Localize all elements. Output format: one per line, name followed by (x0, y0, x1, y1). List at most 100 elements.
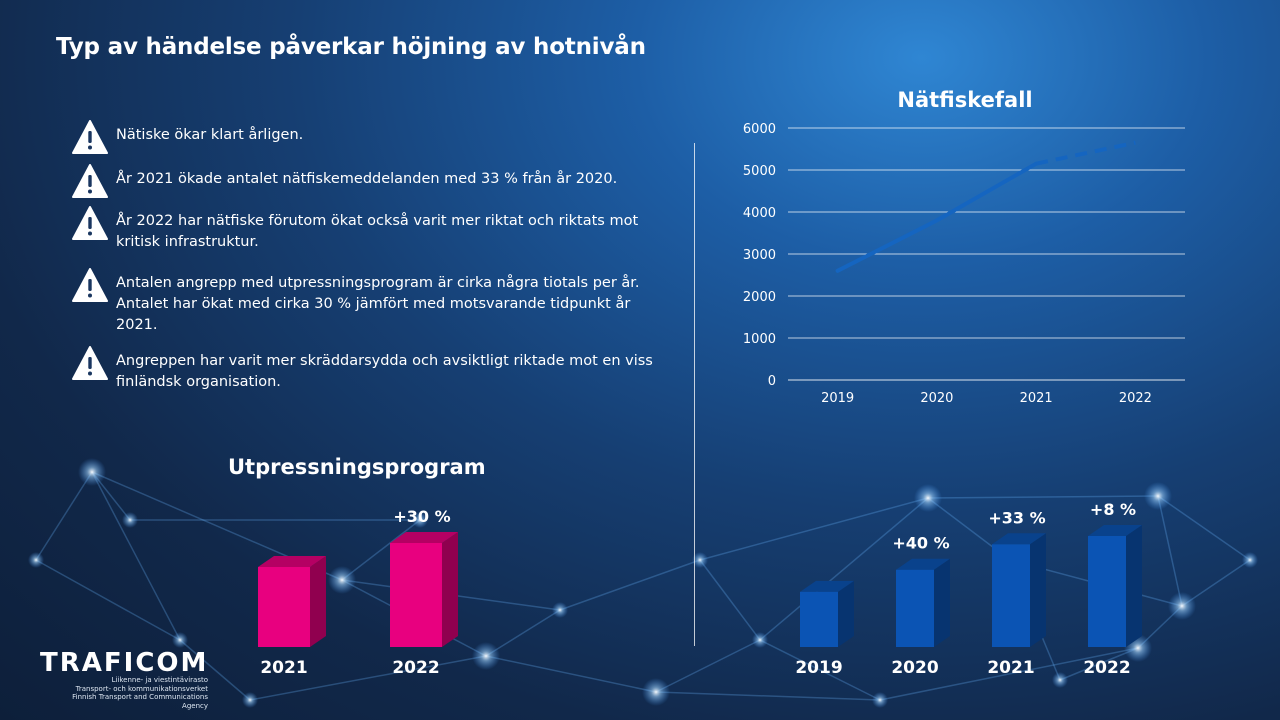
network-link (879, 647, 1139, 701)
network-link (1157, 495, 1251, 561)
network-node (1052, 672, 1068, 688)
logo-brand: TRAFICOM (40, 648, 209, 678)
warning-icon (72, 164, 108, 198)
bar-side (1030, 533, 1046, 647)
y-tick-label: 1000 (743, 332, 776, 347)
bullet-item: År 2021 ökade antalet nätfiskemeddelande… (72, 164, 662, 198)
bar (390, 543, 442, 647)
network-link (759, 639, 881, 701)
network-link (35, 559, 181, 641)
ransomware-chart-title: Utpressningsprogram (228, 455, 486, 479)
bar-top (390, 532, 458, 543)
network-node (412, 512, 428, 528)
bullet-item: Angreppen har varit mer skräddarsydda oc… (72, 346, 662, 393)
network-link (559, 559, 701, 611)
network-link (179, 639, 251, 701)
y-tick-label: 4000 (743, 206, 776, 221)
phishing-line-chart: 0 1000 2000 3000 4000 5000 6000 2019 2020 2021 202… (743, 122, 1185, 406)
network-node (752, 632, 768, 648)
bullet-item: År 2022 har nätfiske förutom ökat också … (72, 206, 662, 253)
bar-data-label: +40 % (892, 534, 949, 553)
bar-top (800, 580, 854, 592)
bar-category-label: 2022 (1083, 658, 1130, 678)
network-link (927, 495, 1159, 499)
traficom-logo: TRAFICOM Liikenne- ja viestintävirasto T… (40, 648, 209, 710)
network-link (1157, 495, 1183, 607)
series-line (835, 161, 1039, 273)
network-node (172, 632, 188, 648)
warning-icon (72, 268, 108, 302)
bar-side (442, 532, 458, 647)
bar (992, 544, 1030, 647)
warning-icon (72, 346, 108, 380)
warning-icon (72, 120, 108, 154)
network-node (1168, 592, 1196, 620)
x-tick-label: 2021 (1020, 391, 1053, 406)
bar-top (258, 556, 326, 567)
network-node (552, 602, 568, 618)
bullet-text: Angreppen har varit mer skräddarsydda oc… (116, 353, 653, 390)
network-node (914, 484, 942, 512)
network-link (91, 471, 181, 641)
bar-side (934, 558, 950, 647)
network-link (699, 497, 929, 561)
logo-line-fi: Liikenne- ja viestintävirasto (111, 676, 208, 684)
network-node (472, 642, 500, 670)
y-tick-label: 0 (768, 374, 776, 389)
bullet-text: År 2021 ökade antalet nätfiskemeddelande… (116, 171, 618, 187)
network-node (242, 692, 258, 708)
y-tick-label: 2000 (743, 290, 776, 305)
network-node (28, 552, 44, 568)
vertical-divider (694, 143, 695, 646)
network-link (1059, 647, 1139, 681)
network-link (759, 497, 929, 641)
bar-category-label: 2021 (987, 658, 1034, 678)
x-tick-label: 2019 (821, 391, 854, 406)
network-node (78, 458, 106, 486)
network-link (341, 519, 421, 581)
bullet-item: Antalen angrepp med utpressningsprogram … (72, 268, 662, 336)
network-node (692, 552, 708, 568)
bar-side (1126, 525, 1142, 647)
bullet-text: Antalen angrepp med utpressningsprogram … (116, 275, 640, 333)
network-link (655, 691, 881, 701)
bar (258, 567, 310, 647)
line-chart-title: Nätfiskefall (897, 88, 1033, 112)
bar-side (310, 556, 326, 647)
series-line-forecast (1035, 140, 1136, 166)
bar-category-label: 2020 (891, 658, 938, 678)
page-title: Typ av händelse påverkar höjning av hotn… (56, 34, 646, 60)
bar-data-label: +30 % (393, 507, 450, 526)
bullet-text: Nätiske ökar klart årligen. (116, 127, 304, 143)
bar-top (896, 558, 950, 570)
network-link (35, 471, 93, 561)
network-node (872, 692, 888, 708)
network-link (249, 655, 487, 701)
warning-icon (72, 206, 108, 240)
bar (800, 591, 838, 647)
logo-line-en: Finnish Transport and Communications Age… (72, 693, 208, 710)
network-node (1242, 552, 1258, 568)
y-tick-label: 5000 (743, 164, 776, 179)
bar-top (1088, 525, 1142, 536)
bullet-text: År 2022 har nätfiske förutom ökat också … (116, 213, 639, 250)
bullet-item: Nätiske ökar klart årligen. (72, 120, 662, 154)
network-node (122, 512, 138, 528)
y-tick-label: 6000 (743, 122, 776, 137)
network-node (642, 678, 670, 706)
bar-category-label: 2019 (795, 658, 842, 678)
bar-side (838, 580, 854, 647)
network-link (699, 559, 761, 641)
network-link (655, 639, 761, 693)
network-link (485, 609, 561, 657)
bar-data-label: +33 % (988, 508, 1045, 527)
logo-line-sv: Transport- och kommunikationsverket (75, 684, 208, 693)
network-node (328, 566, 356, 594)
bar (896, 569, 934, 647)
network-link (485, 655, 657, 693)
network-node (1144, 482, 1172, 510)
x-tick-label: 2020 (920, 391, 953, 406)
phishing-bar-chart: 2019 2020 +40 % 2021 +33 % 2022 +8 % (795, 500, 1142, 678)
bar-category-label: 2021 (260, 658, 307, 678)
